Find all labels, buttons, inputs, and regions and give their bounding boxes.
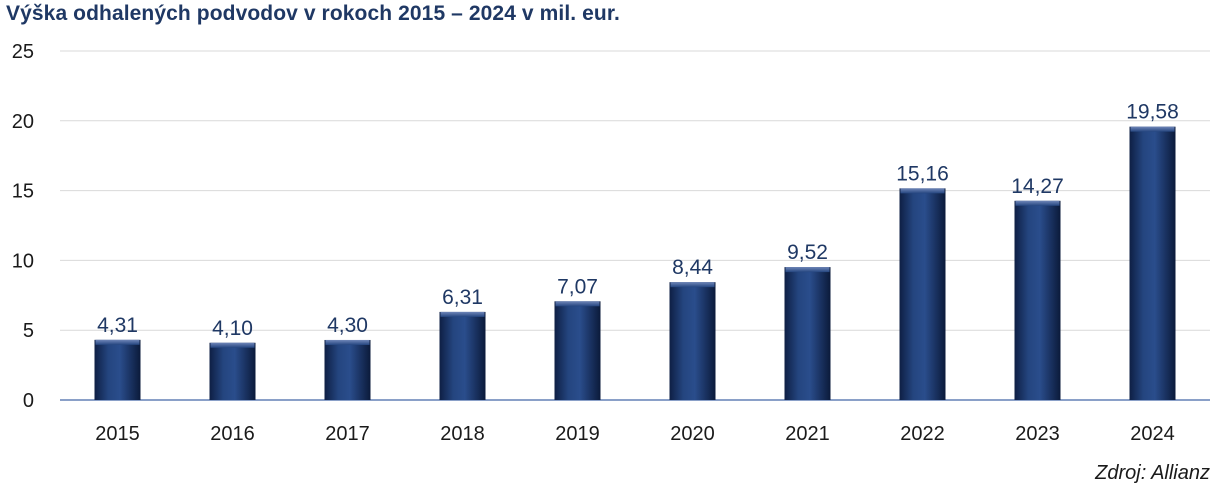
bar [899,188,946,400]
y-tick-label: 5 [23,320,34,342]
x-tick-label: 2023 [1015,423,1060,445]
x-tick-label: 2018 [440,423,485,445]
x-tick-label: 2016 [210,423,255,445]
bar [784,267,831,400]
data-label: 8,44 [672,256,713,279]
bar-highlight [900,188,945,194]
bar-highlight [325,339,370,345]
bar-highlight [210,342,255,348]
bar [1014,200,1061,400]
x-tick-label: 2017 [325,423,370,445]
data-label: 19,58 [1126,101,1179,124]
bar-highlight [440,311,485,317]
bar [669,282,716,400]
source-note: Zdroj: Allianz [1095,462,1210,484]
bar [324,339,371,400]
y-tick-label: 25 [12,41,34,63]
bar-highlight [1130,126,1175,132]
bars [94,126,1176,400]
bar [94,339,141,400]
bar [209,342,256,400]
data-label: 14,27 [1011,175,1064,198]
y-tick-label: 20 [12,111,34,133]
data-label: 4,30 [327,314,368,337]
x-tick-label: 2020 [670,423,715,445]
bar-highlight [1015,200,1060,206]
labels: 0 5 10 15 20 25 4,31 2015 4,10 2016 4,30 2017 6,31 20… [12,41,1179,445]
chart-title: Výška odhalených podvodov v rokoch 2015 … [6,2,620,25]
bar [554,301,601,400]
bar-highlight [670,282,715,288]
data-label: 4,10 [212,317,253,340]
x-tick-label: 2019 [555,423,600,445]
x-tick-label: 2021 [785,423,830,445]
y-tick-label: 10 [12,250,34,272]
data-label: 15,16 [896,162,949,185]
bar [1129,126,1176,400]
y-tick-label: 15 [12,181,34,203]
x-tick-label: 2024 [1130,423,1175,445]
bar-highlight [555,301,600,307]
data-label: 4,31 [97,314,138,337]
bar [439,311,486,400]
x-tick-label: 2022 [900,423,945,445]
y-tick-label: 0 [23,390,34,412]
data-label: 6,31 [442,286,483,309]
x-tick-label: 2015 [95,423,140,445]
bar-highlight [785,267,830,273]
bar-highlight [95,339,140,345]
data-label: 7,07 [557,275,598,298]
data-label: 9,52 [787,241,828,264]
